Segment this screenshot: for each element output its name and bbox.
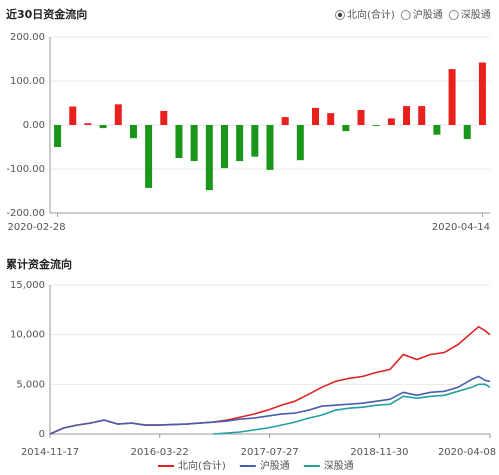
radio-label[interactable]: 深股通 xyxy=(461,9,491,21)
bar xyxy=(54,125,62,147)
x-tick-label: 2020-04-14 xyxy=(432,222,490,233)
bar xyxy=(69,106,77,125)
bar xyxy=(312,107,320,125)
x-tick-label: 2017-07-27 xyxy=(241,447,299,458)
y-tick-label: 200.00 xyxy=(10,32,45,43)
bar xyxy=(403,106,411,125)
y-tick-label: 0 xyxy=(39,429,45,440)
x-tick-label: 2020-02-28 xyxy=(7,222,65,233)
radio-label[interactable]: 北向(合计) xyxy=(347,8,395,21)
legend-label: 沪股通 xyxy=(260,459,290,472)
y-tick-label: -100.00 xyxy=(6,164,45,175)
chart-title: 累计资金流向 xyxy=(6,257,72,271)
x-tick-label: 2018-11-30 xyxy=(350,447,408,458)
y-tick-label: -200.00 xyxy=(6,208,45,219)
bar xyxy=(342,125,350,132)
bar xyxy=(114,104,122,125)
legend-label: 深股通 xyxy=(324,460,354,472)
series-line xyxy=(49,325,491,435)
bar xyxy=(357,110,365,125)
legend-label: 北向(合计) xyxy=(178,459,226,472)
bar xyxy=(175,125,183,158)
bar xyxy=(281,117,289,125)
y-tick-label: 15,000 xyxy=(10,280,45,291)
series-line xyxy=(213,383,491,435)
bar xyxy=(327,113,335,125)
bar xyxy=(99,125,107,129)
radio[interactable] xyxy=(400,10,411,20)
radio-dot[interactable] xyxy=(337,12,343,18)
bar xyxy=(220,125,228,169)
bar xyxy=(84,123,92,125)
radio[interactable] xyxy=(448,10,459,20)
bar xyxy=(372,125,380,126)
bar xyxy=(160,110,168,125)
chart-title: 近30日资金流向 xyxy=(6,7,87,21)
bar xyxy=(251,125,259,157)
bar xyxy=(418,106,426,125)
bar xyxy=(387,118,395,125)
bar xyxy=(448,69,456,125)
y-tick-label: 10,000 xyxy=(10,330,45,341)
bar xyxy=(433,125,441,135)
bar xyxy=(129,125,137,139)
x-tick-label: 2020-04-08 xyxy=(438,447,496,458)
y-tick-label: 0.00 xyxy=(23,120,45,131)
series-line xyxy=(49,375,491,435)
bar xyxy=(236,125,244,162)
bar xyxy=(463,125,471,140)
x-tick-label: 2014-11-17 xyxy=(21,447,79,458)
x-tick-label: 2016-03-22 xyxy=(131,447,189,458)
bar xyxy=(478,62,486,125)
bar xyxy=(296,125,304,161)
bar xyxy=(205,125,213,191)
bar xyxy=(190,125,198,162)
y-tick-label: 100.00 xyxy=(10,76,45,87)
bar xyxy=(145,125,153,188)
y-tick-label: 5,000 xyxy=(16,379,45,390)
radio-label[interactable]: 沪股通 xyxy=(413,8,443,21)
bar xyxy=(266,125,274,170)
